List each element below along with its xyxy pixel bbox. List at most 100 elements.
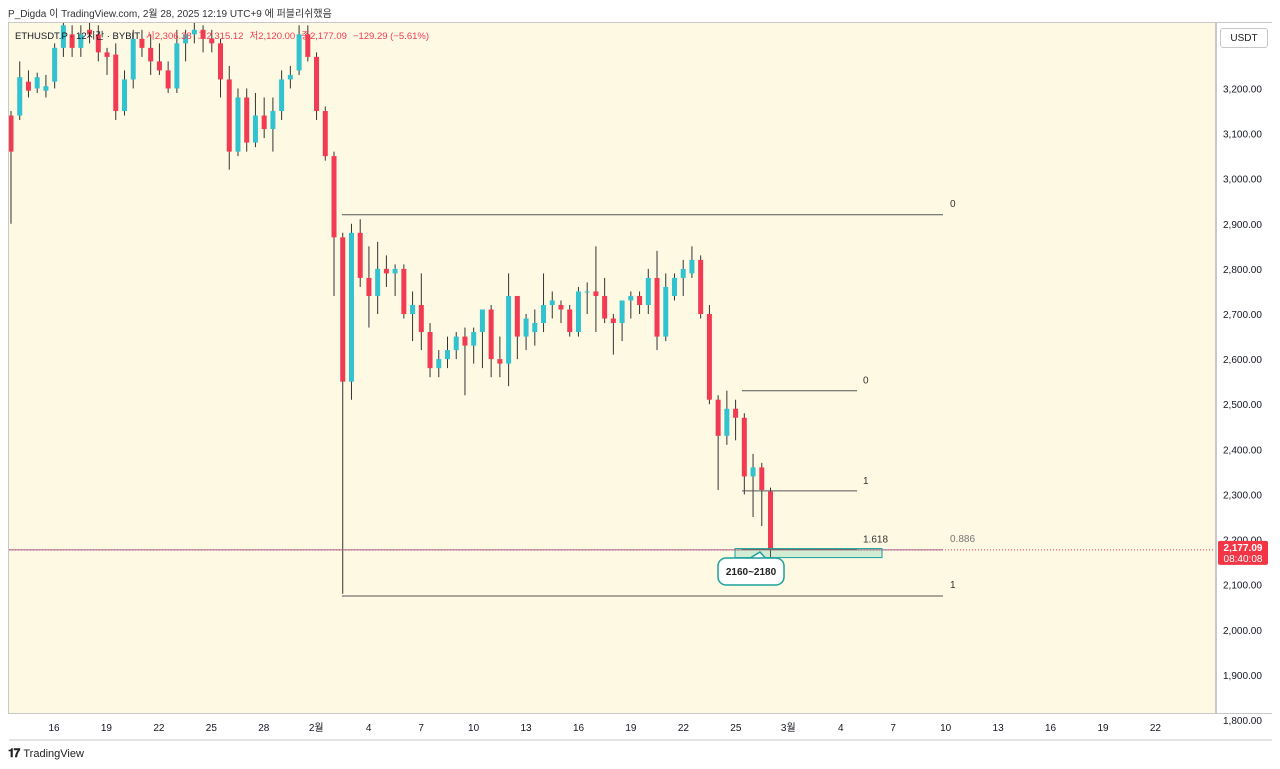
candle-body: [671, 277, 677, 296]
candle-body: [523, 318, 529, 337]
time-tick-label: 16: [1045, 723, 1057, 734]
candle-body: [663, 286, 669, 337]
candle-body: [287, 74, 293, 80]
candle-body: [69, 34, 75, 48]
candle-body: [25, 81, 31, 91]
candle-body: [462, 336, 468, 346]
candle-body: [60, 25, 66, 48]
candle-body: [410, 304, 416, 315]
candle-body: [244, 97, 250, 143]
support-zone: [734, 548, 883, 559]
candle-body: [331, 156, 337, 238]
price-tick-label: 2,400.00: [1223, 445, 1262, 456]
candle-body: [235, 97, 241, 152]
zone-callout-label: 2160~2180: [726, 567, 777, 578]
time-tick-label: 19: [625, 723, 637, 734]
price-tick-label: 2,800.00: [1223, 265, 1262, 276]
price-tick-label: 1,800.00: [1223, 716, 1262, 727]
last-price-badge: [1218, 540, 1268, 565]
candle-body: [541, 304, 547, 324]
candle-body: [130, 38, 136, 80]
candle-body: [549, 300, 555, 305]
price-tick-label: 2,900.00: [1223, 220, 1262, 231]
candle-body: [113, 54, 119, 112]
candle-body: [322, 111, 328, 157]
time-tick-label: 22: [153, 723, 165, 734]
legend-close: 종2,177.09: [301, 31, 347, 42]
candle-body: [418, 304, 424, 333]
time-tick-label: 4: [838, 723, 844, 734]
ohlc-legend: ETHUSDT.P · 12시간 · BYBIT 시2,306.38 고2,315.…: [15, 31, 429, 42]
candle-body: [445, 350, 450, 360]
candle-body: [575, 291, 581, 333]
candle-body: [558, 304, 564, 310]
chart-frame: [8, 22, 1216, 714]
candle-body: [314, 56, 320, 112]
candle-body: [270, 111, 276, 130]
candle-body: [357, 232, 363, 278]
legend-symbol: ETHUSDT.P · 12시간 · BYBIT: [15, 31, 140, 42]
candle-body: [78, 34, 84, 48]
price-tick-label: 2,300.00: [1223, 490, 1262, 501]
fib-label-0886: 0.886: [950, 534, 975, 545]
candle-body: [593, 291, 599, 296]
fib2-label: 0: [863, 376, 869, 387]
candle-body: [488, 309, 494, 360]
candle-body: [619, 300, 625, 324]
candle-body: [436, 359, 442, 369]
candle-body: [750, 467, 756, 477]
candle-body: [348, 232, 354, 382]
time-tick-label: 10: [940, 723, 952, 734]
candle-body: [768, 491, 774, 550]
price-tick-label: 3,000.00: [1223, 175, 1262, 186]
candle-body: [698, 259, 704, 315]
time-tick-label: 7: [418, 723, 424, 734]
candle-body: [375, 268, 381, 296]
publisher-line: P_Digda 이 TradingView.com, 2월 28, 2025 1…: [8, 9, 332, 20]
candle-body: [689, 259, 695, 274]
currency-button[interactable]: USDT: [1220, 28, 1268, 48]
price-tick-label: 2,000.00: [1223, 626, 1262, 637]
time-tick-label: 4: [366, 723, 372, 734]
candle-body: [680, 268, 686, 278]
time-tick-label: 3월: [781, 722, 796, 734]
time-tick-label: 19: [101, 723, 113, 734]
candle-body: [628, 295, 634, 301]
fib-label: 0: [950, 199, 956, 210]
price-axis[interactable]: [1216, 22, 1272, 714]
plot-background: [9, 23, 1215, 713]
price-tick-label: 2,700.00: [1223, 310, 1262, 321]
candle-body: [497, 359, 503, 364]
candle-body: [200, 29, 206, 39]
candle-body: [479, 309, 485, 333]
candle-body: [741, 417, 747, 477]
candle-body: [610, 318, 616, 324]
candle-body: [637, 295, 643, 305]
time-tick-label: 10: [468, 723, 480, 734]
legend-open: 시2,306.38: [146, 31, 192, 42]
candle-body: [104, 52, 110, 57]
candle-body: [654, 277, 660, 337]
time-tick-label: 16: [48, 723, 60, 734]
candle-body: [759, 467, 765, 490]
legend-low: 저2,120.00: [249, 31, 295, 42]
fib2-label: 1.618: [863, 534, 888, 545]
time-tick-label: 13: [520, 723, 532, 734]
candle-body: [252, 115, 258, 143]
price-tick-label: 3,100.00: [1223, 130, 1262, 141]
footer-brand: TradingView: [23, 747, 84, 760]
zone-callout: [717, 557, 785, 586]
last-price-label: 2,177.09: [1224, 543, 1263, 554]
candle-body: [17, 77, 23, 116]
candle-body: [191, 29, 197, 35]
candle-body: [532, 323, 538, 333]
candle-body: [87, 29, 93, 35]
candle-body: [392, 268, 398, 274]
candle-body: [383, 268, 389, 274]
candle-body: [165, 70, 171, 89]
time-tick-label: 28: [258, 723, 270, 734]
legend-change: −129.29 (−5.61%): [353, 31, 429, 42]
candle-body: [584, 291, 590, 293]
candle-body: [733, 408, 739, 418]
